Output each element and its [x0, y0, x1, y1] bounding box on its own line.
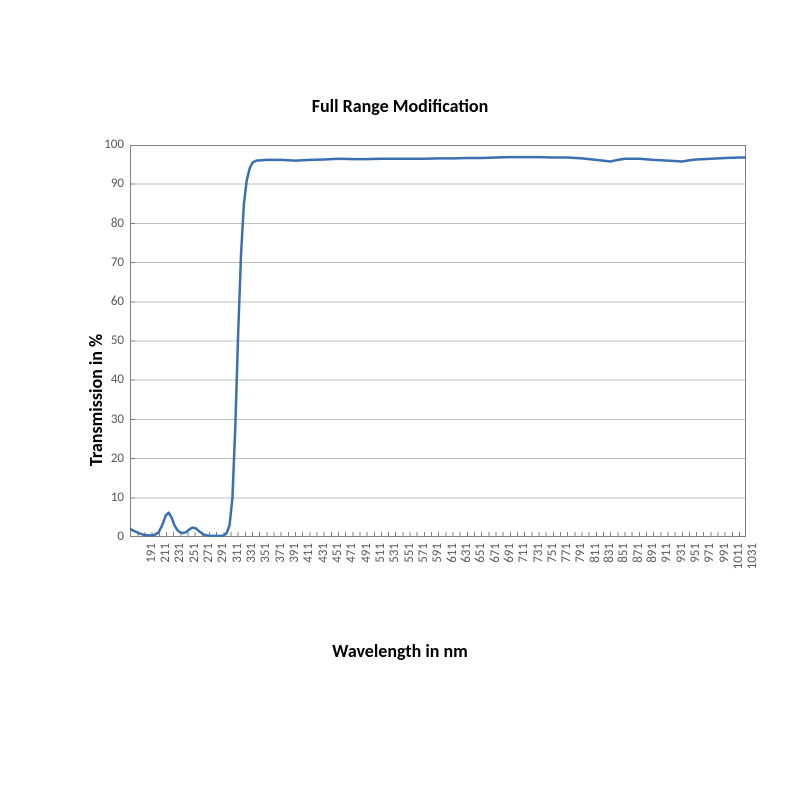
x-tick-label: 691 [502, 543, 517, 573]
x-tick-label: 871 [631, 543, 646, 573]
x-tick-label: 351 [258, 543, 273, 573]
x-tick-label: 771 [559, 543, 574, 573]
chart-container: Full Range Modification Transmission in … [0, 0, 800, 800]
x-tick-label: 991 [717, 543, 732, 573]
x-tick-label: 211 [158, 543, 173, 573]
x-tick-label: 251 [187, 543, 202, 573]
x-tick-label: 1031 [745, 543, 760, 573]
x-tick-label: 531 [387, 543, 402, 573]
y-tick-label: 0 [94, 529, 124, 544]
x-tick-label: 551 [402, 543, 417, 573]
x-tick-label: 731 [531, 543, 546, 573]
y-tick-label: 80 [94, 216, 124, 231]
x-tick-label: 791 [573, 543, 588, 573]
x-axis-label: Wavelength in nm [0, 640, 800, 662]
chart-svg [130, 145, 746, 537]
x-tick-label: 391 [287, 543, 302, 573]
y-tick-label: 10 [94, 490, 124, 505]
x-tick-label: 451 [330, 543, 345, 573]
x-tick-label: 651 [473, 543, 488, 573]
x-tick-label: 431 [316, 543, 331, 573]
plot-area [130, 145, 746, 537]
y-tick-label: 50 [94, 333, 124, 348]
x-tick-label: 671 [488, 543, 503, 573]
x-tick-label: 231 [172, 543, 187, 573]
x-tick-label: 1011 [731, 543, 746, 573]
x-tick-label: 891 [645, 543, 660, 573]
x-tick-label: 511 [373, 543, 388, 573]
x-tick-label: 751 [545, 543, 560, 573]
x-tick-label: 611 [445, 543, 460, 573]
x-tick-label: 591 [430, 543, 445, 573]
y-tick-label: 60 [94, 294, 124, 309]
x-tick-label: 931 [674, 543, 689, 573]
x-tick-label: 831 [602, 543, 617, 573]
x-tick-label: 331 [244, 543, 259, 573]
y-tick-label: 100 [94, 137, 124, 152]
x-tick-label: 411 [301, 543, 316, 573]
x-tick-label: 851 [616, 543, 631, 573]
y-tick-label: 90 [94, 176, 124, 191]
x-tick-label: 471 [344, 543, 359, 573]
x-tick-label: 191 [144, 543, 159, 573]
x-tick-label: 271 [201, 543, 216, 573]
x-tick-label: 311 [230, 543, 245, 573]
x-tick-label: 711 [516, 543, 531, 573]
y-tick-label: 70 [94, 255, 124, 270]
x-tick-label: 971 [702, 543, 717, 573]
y-tick-label: 20 [94, 451, 124, 466]
y-tick-label: 30 [94, 412, 124, 427]
x-tick-label: 371 [273, 543, 288, 573]
x-tick-label: 491 [359, 543, 374, 573]
x-tick-label: 571 [416, 543, 431, 573]
x-tick-label: 631 [459, 543, 474, 573]
x-tick-label: 911 [659, 543, 674, 573]
x-tick-label: 811 [588, 543, 603, 573]
y-tick-label: 40 [94, 372, 124, 387]
x-tick-label: 291 [215, 543, 230, 573]
x-tick-label: 951 [688, 543, 703, 573]
